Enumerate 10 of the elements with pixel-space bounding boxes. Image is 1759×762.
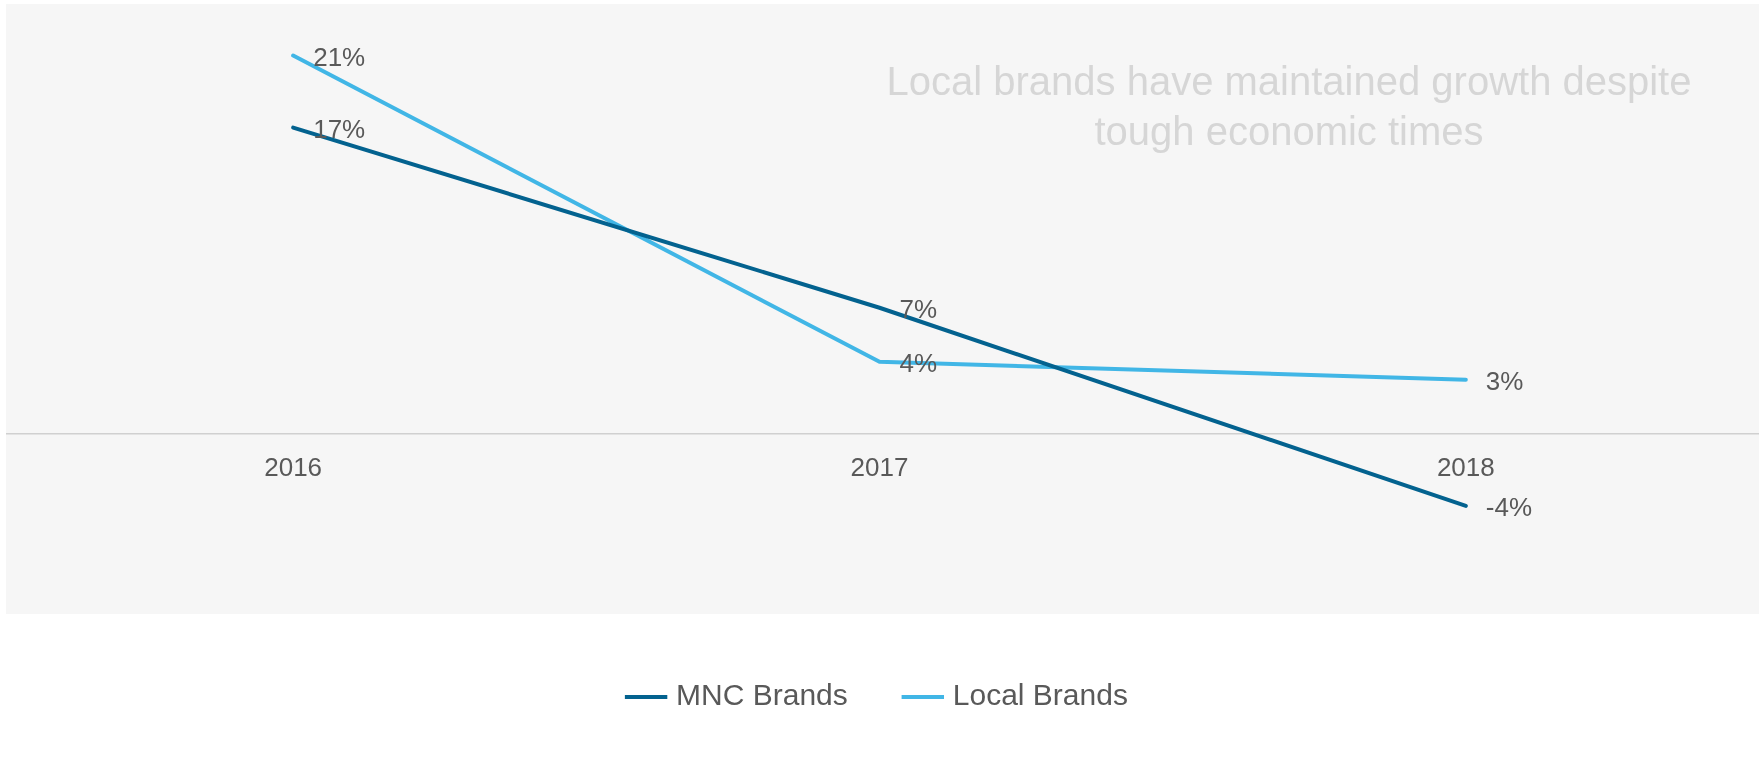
data-label: 7% (899, 293, 938, 324)
legend-label: MNC Brands (676, 678, 848, 712)
x-tick-label: 2016 (264, 452, 323, 483)
data-label: -4% (1485, 492, 1533, 523)
legend-label: Local Brands (952, 678, 1128, 712)
x-tick-label: 2017 (850, 452, 909, 483)
x-tick-label: 2018 (1436, 452, 1495, 483)
data-label: 21% (313, 41, 366, 72)
data-label: 3% (1485, 365, 1524, 396)
data-label: 17% (313, 113, 366, 144)
